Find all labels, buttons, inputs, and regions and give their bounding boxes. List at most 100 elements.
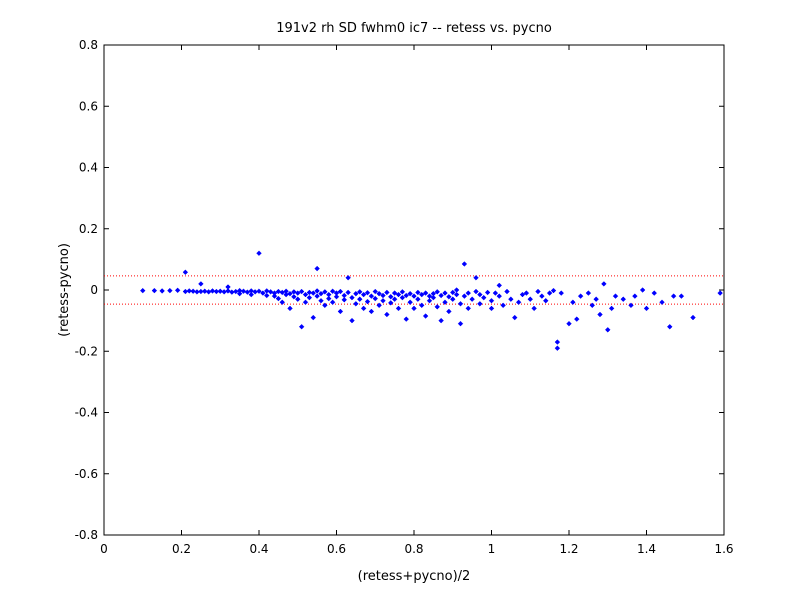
data-point: [194, 289, 200, 295]
y-tick-label: -0.6: [75, 467, 98, 481]
data-point: [473, 288, 479, 295]
data-point: [391, 290, 398, 296]
data-point: [302, 291, 309, 298]
data-point: [353, 301, 359, 307]
data-point: [298, 323, 305, 330]
x-tick-label: 0.2: [172, 542, 191, 556]
data-point: [364, 298, 371, 305]
data-point: [384, 289, 390, 296]
y-tick-label: -0.4: [75, 406, 98, 420]
data-point: [356, 289, 363, 295]
data-point: [275, 295, 282, 302]
data-point: [461, 293, 468, 299]
data-point: [306, 294, 313, 301]
y-tick-label: 0.2: [79, 222, 98, 236]
data-point: [263, 292, 270, 299]
data-point: [411, 305, 417, 312]
data-point: [508, 296, 514, 302]
data-point: [298, 288, 305, 295]
data-point: [515, 299, 522, 306]
data-point: [198, 288, 204, 295]
data-point: [349, 317, 355, 324]
data-point: [380, 297, 386, 304]
data-point: [422, 313, 429, 319]
data-point: [310, 314, 317, 321]
data-point: [325, 295, 332, 302]
y-tick-label: 0.6: [79, 99, 98, 113]
data-point: [484, 289, 491, 296]
data-point: [566, 320, 572, 327]
data-point: [593, 296, 599, 302]
data-point: [457, 301, 464, 307]
data-point: [291, 293, 297, 300]
data-point: [500, 302, 506, 309]
y-tick-label: -0.2: [75, 344, 98, 358]
plot-area: [103, 44, 725, 536]
data-point: [519, 291, 526, 298]
data-point: [604, 327, 611, 333]
y-axis-ticks: 0.8 0.6 0.4 0.2 0 -0.2 -0.4 -0.6 -0.8: [75, 38, 724, 542]
data-point: [554, 339, 561, 345]
data-point: [632, 293, 638, 299]
data-point: [217, 288, 224, 294]
data-point: [322, 289, 328, 295]
data-point: [139, 287, 146, 294]
data-point: [380, 292, 386, 299]
data-point: [287, 305, 293, 312]
data-point: [256, 250, 262, 257]
data-point: [372, 295, 379, 302]
data-point: [182, 269, 189, 275]
data-point: [190, 288, 196, 294]
data-point: [539, 293, 545, 299]
data-point: [473, 274, 479, 281]
data-point: [535, 288, 541, 295]
data-point: [585, 290, 592, 296]
data-point: [430, 294, 437, 301]
data-point: [651, 290, 658, 296]
data-point: [368, 308, 375, 315]
data-point: [469, 296, 475, 302]
data-point: [550, 287, 557, 294]
data-point: [318, 290, 324, 297]
data-point: [395, 291, 402, 298]
x-tick-label: 1: [488, 542, 496, 556]
x-tick-label: 1.6: [714, 542, 733, 556]
data-point: [302, 299, 309, 306]
x-axis-ticks: 0 0.2 0.4 0.6 0.8 1 1.2 1.4 1.6: [100, 45, 734, 556]
data-point: [403, 292, 410, 299]
data-points: [139, 250, 723, 351]
x-axis-title: (retess+pycno)/2: [358, 569, 471, 584]
data-point: [523, 290, 530, 296]
data-point: [690, 314, 696, 321]
chart-title: 191v2 rh SD fwhm0 ic7 -- retess vs. pycn…: [276, 21, 552, 36]
data-point: [461, 261, 468, 267]
data-point: [496, 293, 503, 299]
data-point: [717, 290, 723, 296]
data-point: [256, 288, 262, 294]
data-point: [318, 297, 324, 304]
data-point: [666, 323, 673, 330]
data-point: [240, 288, 247, 294]
data-point: [511, 314, 518, 321]
data-point: [271, 293, 278, 299]
data-point: [356, 296, 363, 302]
data-point: [573, 316, 580, 322]
y-tick-label: 0: [90, 283, 98, 297]
data-point: [306, 289, 313, 296]
y-tick-label: -0.8: [75, 528, 98, 542]
data-point: [159, 288, 165, 294]
x-tick-label: 0: [100, 542, 108, 556]
y-tick-label: 0.4: [79, 161, 98, 175]
data-point: [186, 288, 193, 294]
data-point: [643, 305, 650, 312]
data-point: [411, 293, 417, 299]
data-point: [345, 274, 351, 281]
data-point: [360, 305, 367, 312]
data-point: [294, 296, 301, 302]
data-point: [341, 297, 348, 303]
data-point: [287, 290, 293, 297]
y-axis-title: (retess-pycno): [57, 243, 72, 337]
data-point: [434, 304, 441, 310]
data-point: [337, 288, 344, 295]
data-point: [422, 290, 429, 296]
